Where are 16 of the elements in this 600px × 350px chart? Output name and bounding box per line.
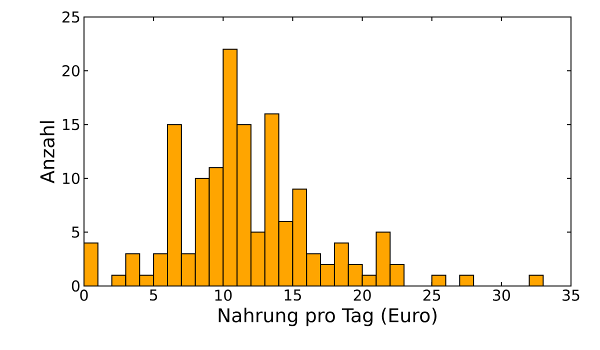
- x-tick-label: 25: [423, 290, 440, 301]
- x-tick-label: 35: [562, 290, 580, 301]
- x-tick-label: 5: [150, 290, 158, 301]
- x-tick-label: 20: [354, 290, 371, 301]
- x-tick-label: 15: [284, 290, 301, 301]
- y-tick-label: 25: [62, 11, 80, 23]
- y-axis-title: Anzahl: [40, 121, 55, 184]
- x-tick-label: 0: [80, 290, 88, 301]
- y-tick-label: 5: [72, 226, 80, 238]
- x-tick-label: 30: [493, 290, 510, 301]
- y-tick-label: 20: [62, 65, 80, 76]
- x-tick-label: 10: [215, 290, 232, 301]
- x-axis-title: Nahrung pro Tag (Euro): [218, 308, 436, 326]
- y-tick-label: 0: [72, 280, 80, 292]
- y-tick-label: 15: [63, 119, 80, 130]
- y-tick-label: 10: [63, 172, 80, 184]
